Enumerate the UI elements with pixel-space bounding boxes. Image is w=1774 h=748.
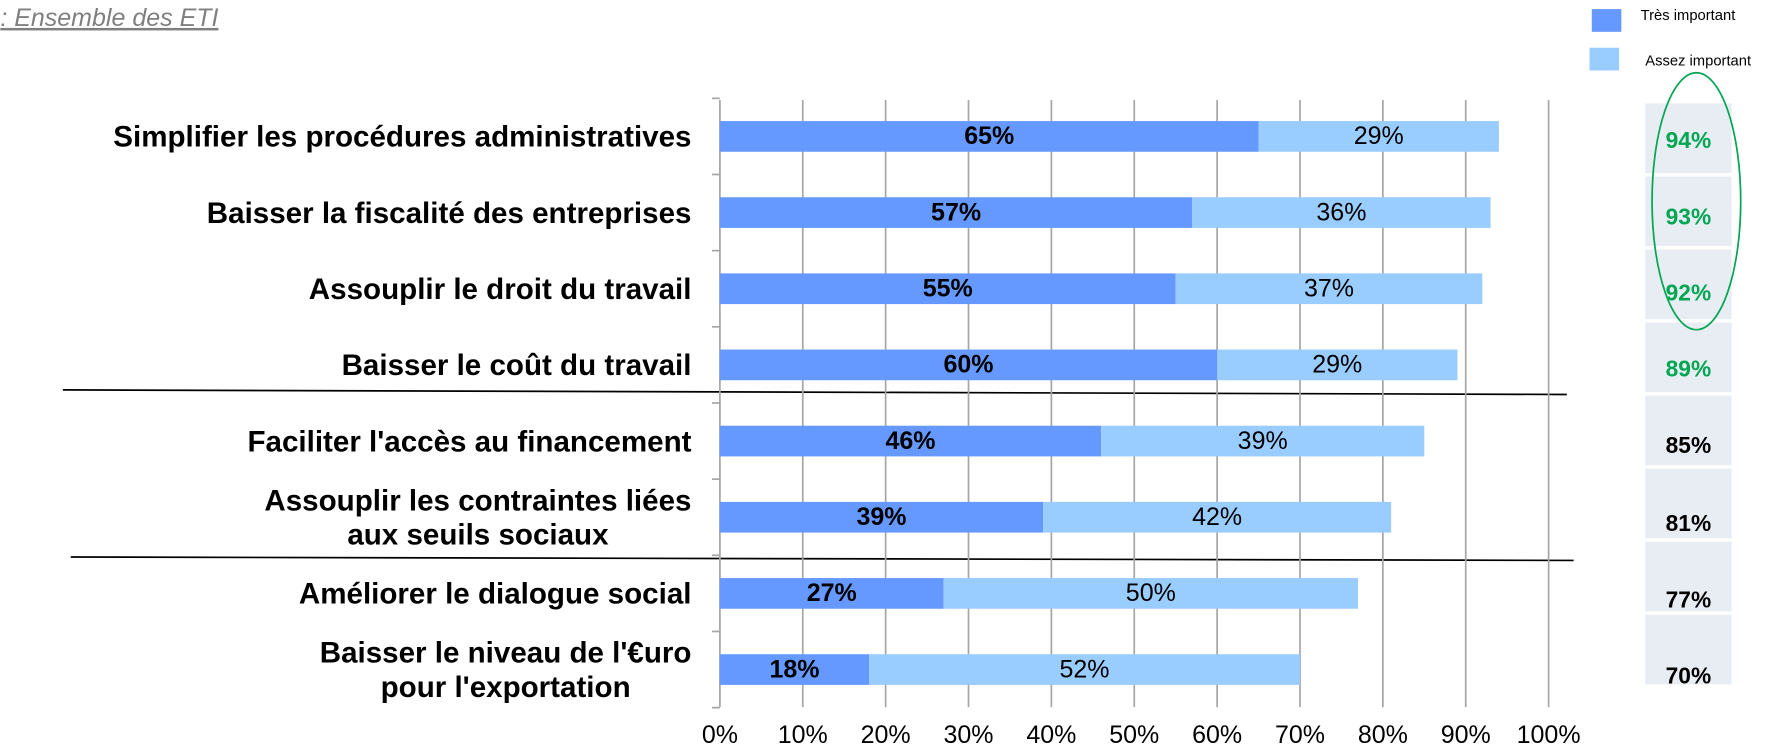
category-label: Assouplir les contraintes liées aux seui…: [264, 483, 692, 552]
value-label: 37%: [1304, 274, 1354, 302]
value-label: 39%: [1238, 427, 1288, 455]
bar-segment: [1192, 197, 1491, 228]
subtitle: : Ensemble des ETI: [0, 4, 218, 32]
x-tick-label: 100%: [1517, 721, 1581, 748]
bar-segment: [719, 349, 1218, 381]
category-label-box: Baisser la fiscalité des entreprises: [206, 195, 692, 230]
total-box: [1645, 103, 1732, 174]
total-box: [1645, 249, 1732, 320]
x-tick-label: 20%: [861, 721, 911, 748]
value-label: 29%: [1312, 351, 1362, 379]
category-label-box: Faciliter l'accès au financement: [247, 424, 692, 459]
bar-segment: [719, 578, 944, 609]
bar-segment: [1217, 349, 1458, 381]
total-box: [1645, 468, 1732, 539]
value-label: 65%: [964, 122, 1014, 150]
value-label: 50%: [1126, 579, 1176, 607]
x-tick-label: 0%: [702, 721, 738, 748]
category-label: Faciliter l'accès au financement: [247, 424, 692, 459]
value-label: 55%: [923, 274, 973, 302]
value-label: 36%: [1316, 198, 1366, 226]
bar-segment: [719, 121, 1259, 152]
bar-segment: [719, 425, 1102, 457]
x-tick-label: 30%: [943, 721, 993, 748]
category-label: Baisser le niveau de l'€uro pour l'expor…: [319, 635, 692, 704]
x-tick-label: 60%: [1192, 721, 1242, 748]
bar-segment: [719, 501, 1044, 533]
category-label-box: Améliorer le dialogue social: [298, 576, 692, 611]
total-box: [1645, 176, 1732, 247]
bar-segment: [719, 197, 1193, 228]
legend-label: Très important: [1641, 8, 1736, 24]
x-tick-label: 90%: [1441, 721, 1491, 748]
bar-segment: [719, 654, 870, 685]
total-label: 94%: [1666, 127, 1711, 153]
value-label: 60%: [943, 351, 993, 379]
total-label: 93%: [1666, 203, 1711, 229]
bar-segment: [1043, 501, 1392, 533]
x-tick-label: 50%: [1109, 721, 1159, 748]
total-label: 81%: [1666, 510, 1711, 536]
highlight-ellipse: [1651, 71, 1742, 331]
total-box: [1645, 395, 1732, 466]
category-label: Simplifier les procédures administrative…: [113, 119, 692, 154]
category-label-box: Baisser le coût du travail: [341, 347, 692, 382]
value-label: 46%: [885, 427, 935, 455]
total-box: [1645, 322, 1732, 393]
x-tick-label: 10%: [778, 721, 828, 748]
x-tick-label: 70%: [1275, 721, 1325, 748]
x-tick-label: 80%: [1358, 721, 1408, 748]
total-box: [1645, 541, 1732, 612]
category-label-box: Simplifier les procédures administrative…: [113, 119, 692, 154]
total-label: 85%: [1666, 432, 1711, 458]
total-box: [1645, 614, 1732, 685]
bar-segment: [869, 654, 1300, 685]
category-label-box: Baisser le niveau de l'€uro pour l'expor…: [319, 635, 692, 704]
value-label: 39%: [856, 503, 906, 531]
total-label: 92%: [1666, 279, 1711, 305]
value-label: 57%: [931, 198, 981, 226]
category-label-box: Assouplir le droit du travail: [308, 271, 692, 306]
value-label: 42%: [1192, 503, 1242, 531]
category-label: Baisser la fiscalité des entreprises: [206, 195, 692, 230]
separator: [62, 389, 1567, 396]
bar-segment: [1258, 121, 1499, 152]
legend-swatch: [1589, 47, 1620, 71]
category-label-box: Assouplir les contraintes liées aux seui…: [264, 483, 692, 552]
total-label: 70%: [1666, 663, 1711, 689]
category-label: Baisser le coût du travail: [341, 347, 692, 382]
value-label: 29%: [1354, 122, 1404, 150]
legend-label: Assez important: [1645, 53, 1751, 69]
value-label: 52%: [1060, 655, 1110, 683]
category-label: Améliorer le dialogue social: [298, 576, 692, 611]
bar-segment: [1175, 273, 1483, 305]
bar-segment: [1101, 425, 1425, 457]
legend-swatch: [1591, 9, 1622, 32]
x-tick-label: 40%: [1026, 721, 1076, 748]
bar-segment: [719, 273, 1176, 305]
category-label: Assouplir le droit du travail: [308, 271, 692, 306]
value-label: 27%: [807, 579, 857, 607]
bar-segment: [943, 578, 1359, 609]
separator: [70, 556, 1574, 562]
total-label: 89%: [1666, 356, 1711, 382]
total-label: 77%: [1666, 586, 1711, 612]
value-label: 18%: [769, 655, 819, 683]
